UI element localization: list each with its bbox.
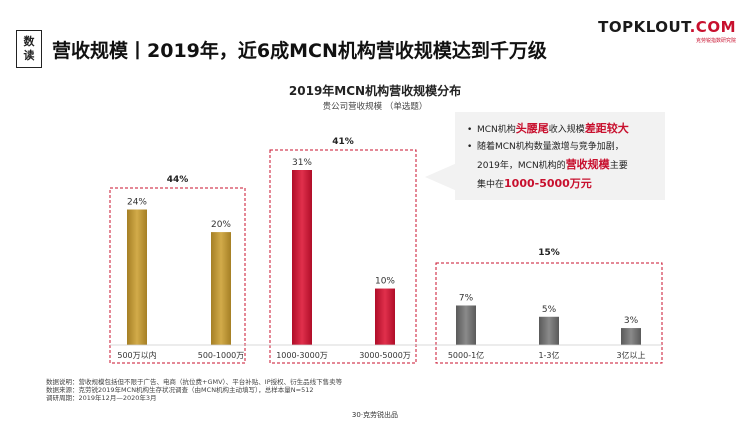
- bullet-2: •: [467, 142, 473, 152]
- bar-3: [292, 170, 312, 345]
- group-share-label: 41%: [332, 137, 354, 147]
- bar-value-label: 5%: [542, 305, 557, 315]
- bar-6: [539, 316, 559, 345]
- logo-wordmark: TOPKLOUT.COM: [598, 18, 736, 36]
- callout-text: 随着MCN机构数量激增与竞争加剧，: [477, 142, 624, 152]
- category-label: 500-1000万: [198, 351, 245, 360]
- bullet-1: •: [467, 125, 473, 135]
- callout-line-2: • 随着MCN机构数量激增与竞争加剧，: [467, 139, 655, 156]
- callout-highlight: 1000-5000万元: [504, 177, 592, 190]
- bar-value-label: 7%: [459, 293, 474, 303]
- bar-4: [375, 288, 395, 345]
- callout-highlight: 头腰尾: [515, 122, 549, 135]
- bar-7: [621, 328, 641, 345]
- callout-text: MCN机构: [477, 125, 516, 135]
- bar-value-label: 3%: [624, 316, 639, 326]
- bar-2: [211, 232, 231, 345]
- group-box-1: [109, 187, 246, 364]
- bar-5: [456, 305, 476, 345]
- callout-text: 集中在: [477, 180, 505, 190]
- badge-char-1: 数: [23, 35, 35, 48]
- section-badge: 数 读: [16, 30, 42, 68]
- callout-text: 2019年，MCN机构的: [477, 161, 566, 171]
- footnote-data-source: 数据来源：克劳锐2019年MCN机构生存状况调查（由MCN机构主动填写），总样本…: [46, 386, 314, 394]
- callout-highlight: 差距较大: [584, 122, 629, 135]
- chart-subtitle: 贵公司营收规模 （单选题）: [322, 102, 428, 112]
- logo-text-b: .COM: [689, 18, 736, 36]
- footnote-survey-period: 调研周期：2019年12月—2020年3月: [46, 394, 157, 402]
- bar-value-label: 31%: [292, 158, 312, 168]
- category-label: 500万以内: [117, 350, 156, 360]
- footnote-data-note: 数据说明：营收规模包括但不限于广告、电商（抗位费+GMV）、平台补贴、IP授权、…: [46, 378, 343, 386]
- bar-value-label: 20%: [211, 220, 231, 230]
- insight-callout: • MCN机构头腰尾收入规模差距较大 • 随着MCN机构数量激增与竞争加剧， 201…: [455, 112, 665, 200]
- page-title: 营收规模丨2019年，近6成MCN机构营收规模达到千万级: [52, 40, 547, 62]
- category-label: 1000-3000万: [276, 351, 328, 360]
- bar-1: [127, 209, 147, 345]
- badge-char-2: 读: [23, 49, 35, 62]
- group-share-label: 44%: [167, 175, 189, 185]
- callout-text: 主要: [609, 161, 628, 171]
- logo-subtext: 克劳锐指数研究院: [695, 38, 736, 44]
- bar-value-label: 24%: [127, 198, 147, 208]
- footnotes: 数据说明：营收规模包括但不限于广告、电商（抗位费+GMV）、平台补贴、IP授权、…: [46, 378, 342, 402]
- category-label: 5000-1亿: [448, 350, 484, 360]
- page-footer: 30·克劳锐出品: [351, 411, 399, 419]
- callout-line-4: 集中在1000-5000万元: [467, 175, 655, 194]
- brand-logo: TOPKLOUT.COM 克劳锐指数研究院: [598, 18, 736, 44]
- category-label: 3亿以上: [616, 350, 645, 360]
- group-box-2: [269, 149, 417, 364]
- group-box-3: [435, 262, 663, 364]
- bar-value-label: 10%: [375, 277, 395, 287]
- category-label: 3000-5000万: [359, 351, 411, 360]
- callout-line-3: 2019年，MCN机构的营收规模主要: [467, 156, 655, 175]
- logo-text-a: TOPKLOUT: [598, 18, 690, 36]
- group-share-label: 15%: [538, 248, 560, 258]
- category-label: 1-3亿: [538, 350, 559, 360]
- callout-line-1: • MCN机构头腰尾收入规模差距较大: [467, 120, 655, 139]
- callout-text: 收入规模: [548, 125, 585, 135]
- chart-title: 2019年MCN机构营收规模分布: [288, 84, 462, 98]
- callout-pointer: [425, 163, 457, 191]
- callout-highlight: 营收规模: [565, 158, 610, 171]
